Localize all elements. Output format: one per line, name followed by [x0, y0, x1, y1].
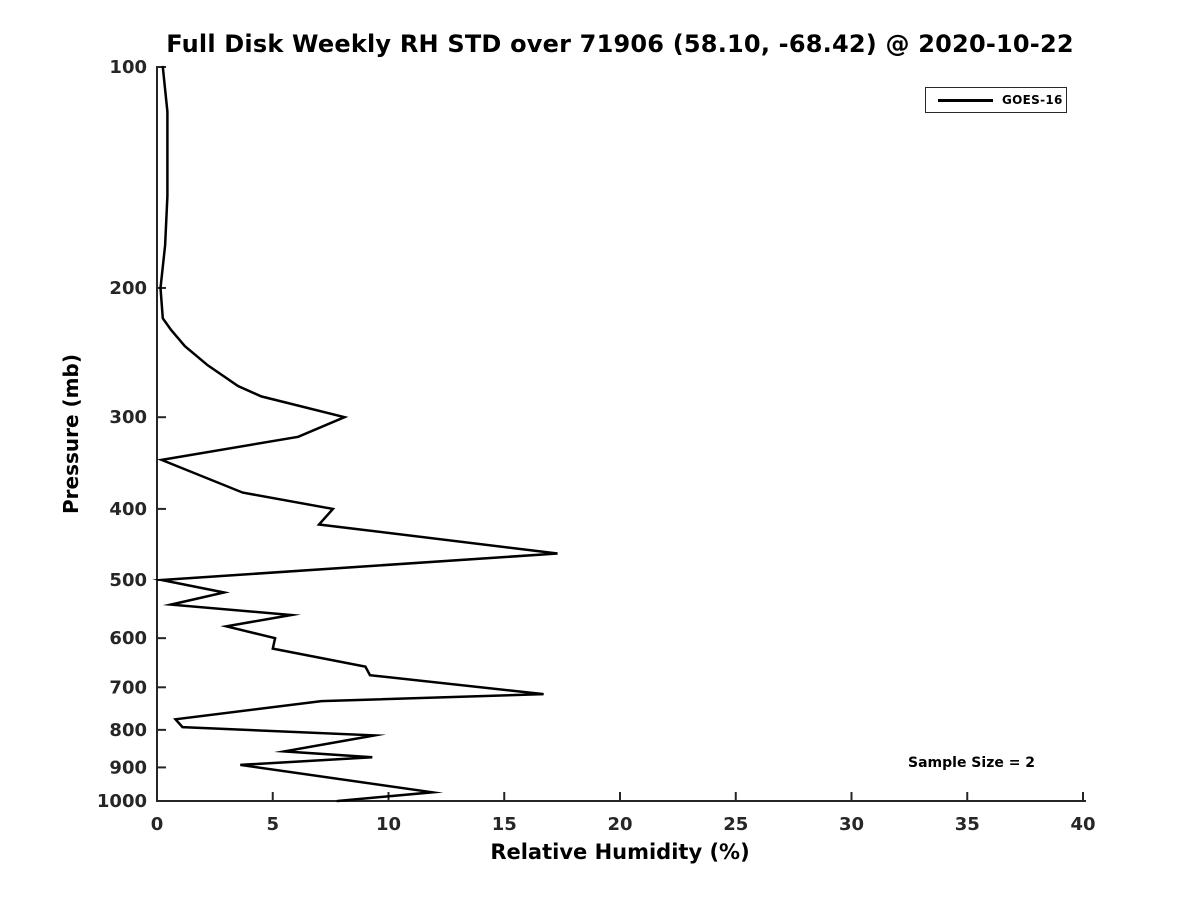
y-tick-label: 600 [109, 628, 147, 649]
x-tick-label: 0 [151, 814, 164, 835]
x-tick-label: 15 [492, 814, 517, 835]
sample-size-annotation: Sample Size = 2 [908, 755, 1036, 771]
y-tick-label: 200 [109, 278, 147, 299]
y-tick-label: 1000 [97, 791, 147, 812]
x-tick-label: 10 [376, 814, 401, 835]
y-tick-label: 800 [109, 720, 147, 741]
y-tick-label: 900 [109, 757, 147, 778]
x-tick-label: 35 [955, 814, 980, 835]
x-tick-label: 40 [1070, 814, 1095, 835]
x-axis-label: Relative Humidity (%) [490, 840, 750, 864]
y-tick-label: 100 [109, 57, 147, 78]
y-tick-label: 500 [109, 570, 147, 591]
x-tick-label: 20 [607, 814, 632, 835]
y-tick-label: 300 [109, 407, 147, 428]
y-tick-label: 400 [109, 499, 147, 520]
y-tick-label: 700 [109, 677, 147, 698]
legend-line-sample [938, 98, 993, 102]
legend: GOES-16 [925, 87, 1067, 113]
x-tick-label: 5 [266, 814, 279, 835]
chart-title: Full Disk Weekly RH STD over 71906 (58.1… [166, 30, 1074, 58]
x-tick-label: 25 [723, 814, 748, 835]
x-tick-label: 30 [839, 814, 864, 835]
legend-label: GOES-16 [1002, 93, 1063, 107]
series-line-goes-16 [152, 65, 558, 803]
